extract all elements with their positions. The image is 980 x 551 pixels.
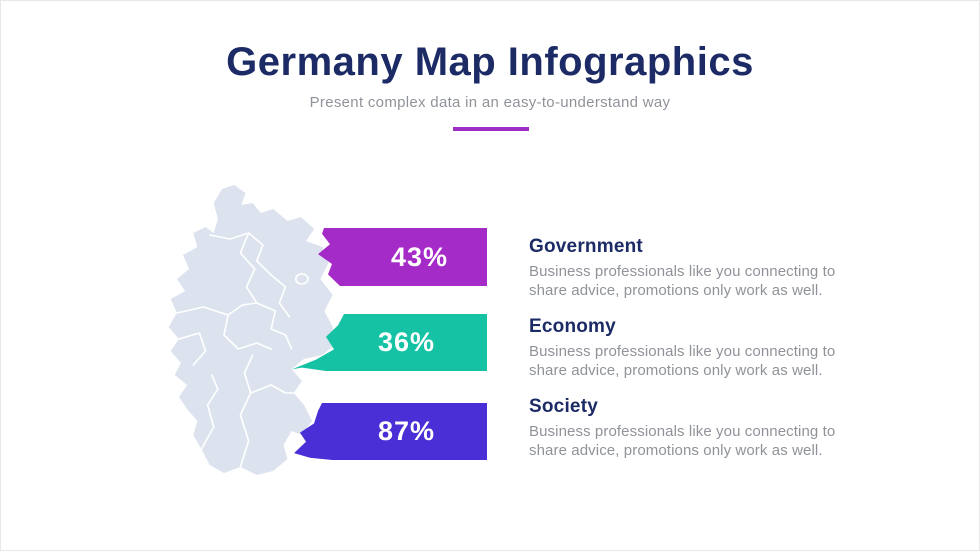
row-government-title: Government — [529, 236, 643, 257]
row-economy: Economy Business professionals like you … — [529, 316, 861, 381]
page-title: Germany Map Infographics — [226, 40, 754, 84]
row-society: Society Business professionals like you … — [529, 396, 861, 461]
slide-header: Germany Map Infographics Present complex… — [0, 40, 980, 111]
bar-value-society: 87% — [377, 416, 436, 446]
bar-government: 43% — [318, 228, 487, 286]
bar-value-government: 43% — [390, 241, 449, 272]
germany-map — [142, 183, 347, 483]
row-society-title: Society — [529, 396, 598, 417]
row-society-description: Business professionals like you connecti… — [529, 423, 836, 459]
row-government-description: Business professionals like you connecti… — [529, 263, 836, 299]
state-borders — [176, 232, 309, 468]
bar-society: 87% — [294, 403, 487, 460]
germany-map-svg — [168, 185, 337, 475]
germany-landmass — [168, 185, 337, 475]
row-economy-title: Economy — [529, 316, 616, 337]
row-economy-description: Business professionals like you connecti… — [529, 343, 836, 379]
row-government: Government Business professionals like y… — [529, 236, 861, 301]
bar-value-economy: 36% — [377, 327, 436, 357]
title-divider — [453, 127, 529, 131]
subtitle: Present complex data in an easy-to-under… — [309, 94, 671, 111]
